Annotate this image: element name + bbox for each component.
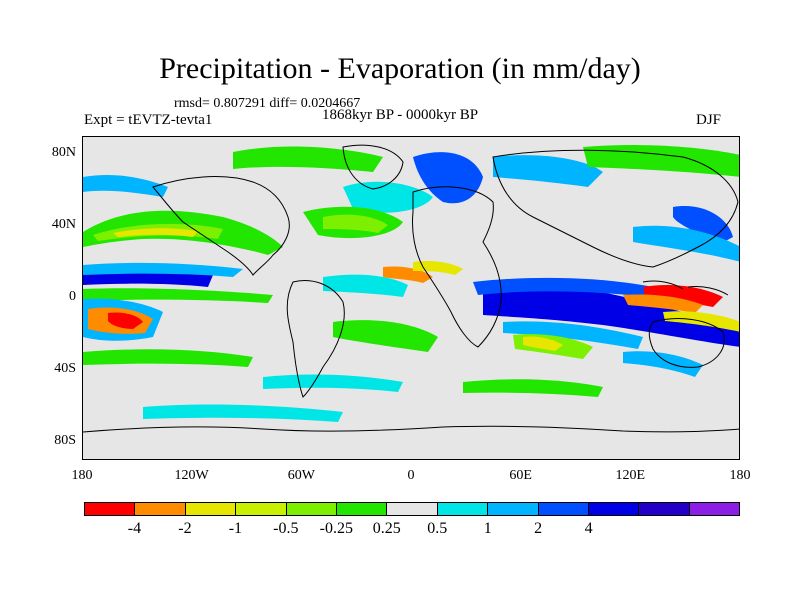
- anomaly-patch: [143, 404, 343, 422]
- greenland-outline: [342, 144, 404, 190]
- anomaly-patch: [333, 320, 438, 352]
- anomaly-patch: [583, 145, 739, 177]
- map-title: Precipitation - Evaporation (in mm/day): [159, 52, 641, 85]
- maritime-continent-outline: [642, 280, 729, 296]
- north-america-outline: [152, 176, 290, 276]
- colorbar-segment: [135, 503, 186, 515]
- anomaly-patch: [623, 351, 703, 377]
- anomaly-patch: [108, 312, 143, 329]
- colorbar-segment: [639, 503, 690, 515]
- anomaly-patch: [83, 175, 168, 197]
- colorbar-tick-label: 1: [483, 520, 492, 537]
- coastlines: [83, 144, 739, 433]
- anomaly-patch: [343, 181, 433, 213]
- colorbar: [84, 502, 740, 516]
- lat-tick-label: 80N: [51, 145, 76, 160]
- colorbar-tick-label: -0.25: [319, 520, 353, 537]
- colorbar-segment: [588, 503, 640, 515]
- anomaly-patch: [323, 274, 408, 297]
- anomaly-patch: [503, 321, 643, 349]
- lat-tick-label: 40N: [51, 217, 76, 232]
- anomaly-patch: [113, 228, 198, 237]
- lon-tick-label: 0: [407, 468, 415, 483]
- europe-africa-outline: [412, 186, 502, 348]
- lat-tick-label: 40S: [54, 361, 76, 376]
- colorbar-segment: [689, 503, 740, 515]
- lon-tick-label: 60E: [509, 468, 532, 483]
- lon-tick-label: 120E: [615, 468, 646, 483]
- colorbar-segment: [538, 503, 589, 515]
- anomaly-patch: [493, 155, 603, 187]
- lat-tick-label: 80S: [54, 433, 76, 448]
- anomaly-patch: [673, 206, 733, 245]
- colorbar-segment: [85, 503, 136, 515]
- season-label: DJF: [696, 112, 722, 128]
- anomaly-patch: [483, 286, 739, 347]
- anomaly-patch: [323, 214, 388, 233]
- lon-tick-label: 60W: [287, 468, 315, 483]
- antarctica-outline: [83, 425, 739, 433]
- anomaly-patch: [643, 285, 723, 307]
- anomaly-patch: [633, 225, 739, 262]
- experiment-label: Expt = tEVTZ-tevta1: [84, 112, 213, 128]
- lon-tick-label: 180: [71, 468, 93, 483]
- colorbar-tick-label: 0.25: [372, 520, 401, 537]
- anomaly-patch: [83, 288, 273, 303]
- anomaly-patch: [83, 262, 243, 277]
- period-text: 1868kyr BP - 0000kyr BP: [322, 107, 479, 123]
- world-map: [83, 137, 739, 459]
- colorbar-tick-label: 4: [584, 520, 593, 537]
- colorbar-tick-label: -0.5: [273, 520, 299, 537]
- anomaly-patch: [523, 336, 563, 351]
- colorbar-tick-label: 0.5: [427, 520, 448, 537]
- colorbar-tick-label: 2: [534, 520, 543, 537]
- anomaly-patch: [463, 379, 603, 397]
- lon-tick-label: 180: [729, 468, 751, 483]
- colorbar-segment: [437, 503, 489, 515]
- stats-text: rmsd= 0.807291 diff= 0.0204667: [174, 96, 361, 111]
- colorbar-tick-label: -2: [178, 520, 192, 537]
- colorbar-segment: [185, 503, 237, 515]
- asia-outline: [492, 149, 739, 268]
- anomaly-patch: [473, 277, 653, 297]
- colorbar-segment: [488, 503, 539, 515]
- colorbar-segment: [387, 503, 438, 515]
- anomaly-patch: [233, 146, 383, 172]
- colorbar-segment: [336, 503, 388, 515]
- colorbar-segment: [236, 503, 287, 515]
- anomaly-patch: [413, 260, 463, 275]
- anomaly-patch: [83, 349, 253, 367]
- precip-anomaly-field: [83, 145, 739, 422]
- colorbar-tick-label: -1: [228, 520, 243, 537]
- lon-tick-label: 120W: [174, 468, 209, 483]
- south-america-outline: [286, 280, 345, 398]
- anomaly-patch: [623, 294, 703, 313]
- anomaly-patch: [413, 152, 483, 204]
- australia-outline: [648, 318, 725, 368]
- lat-tick-label: 0: [69, 289, 76, 304]
- colorbar-segment: [286, 503, 337, 515]
- map-panel: [82, 136, 740, 460]
- colorbar-tick-label: -4: [127, 520, 142, 537]
